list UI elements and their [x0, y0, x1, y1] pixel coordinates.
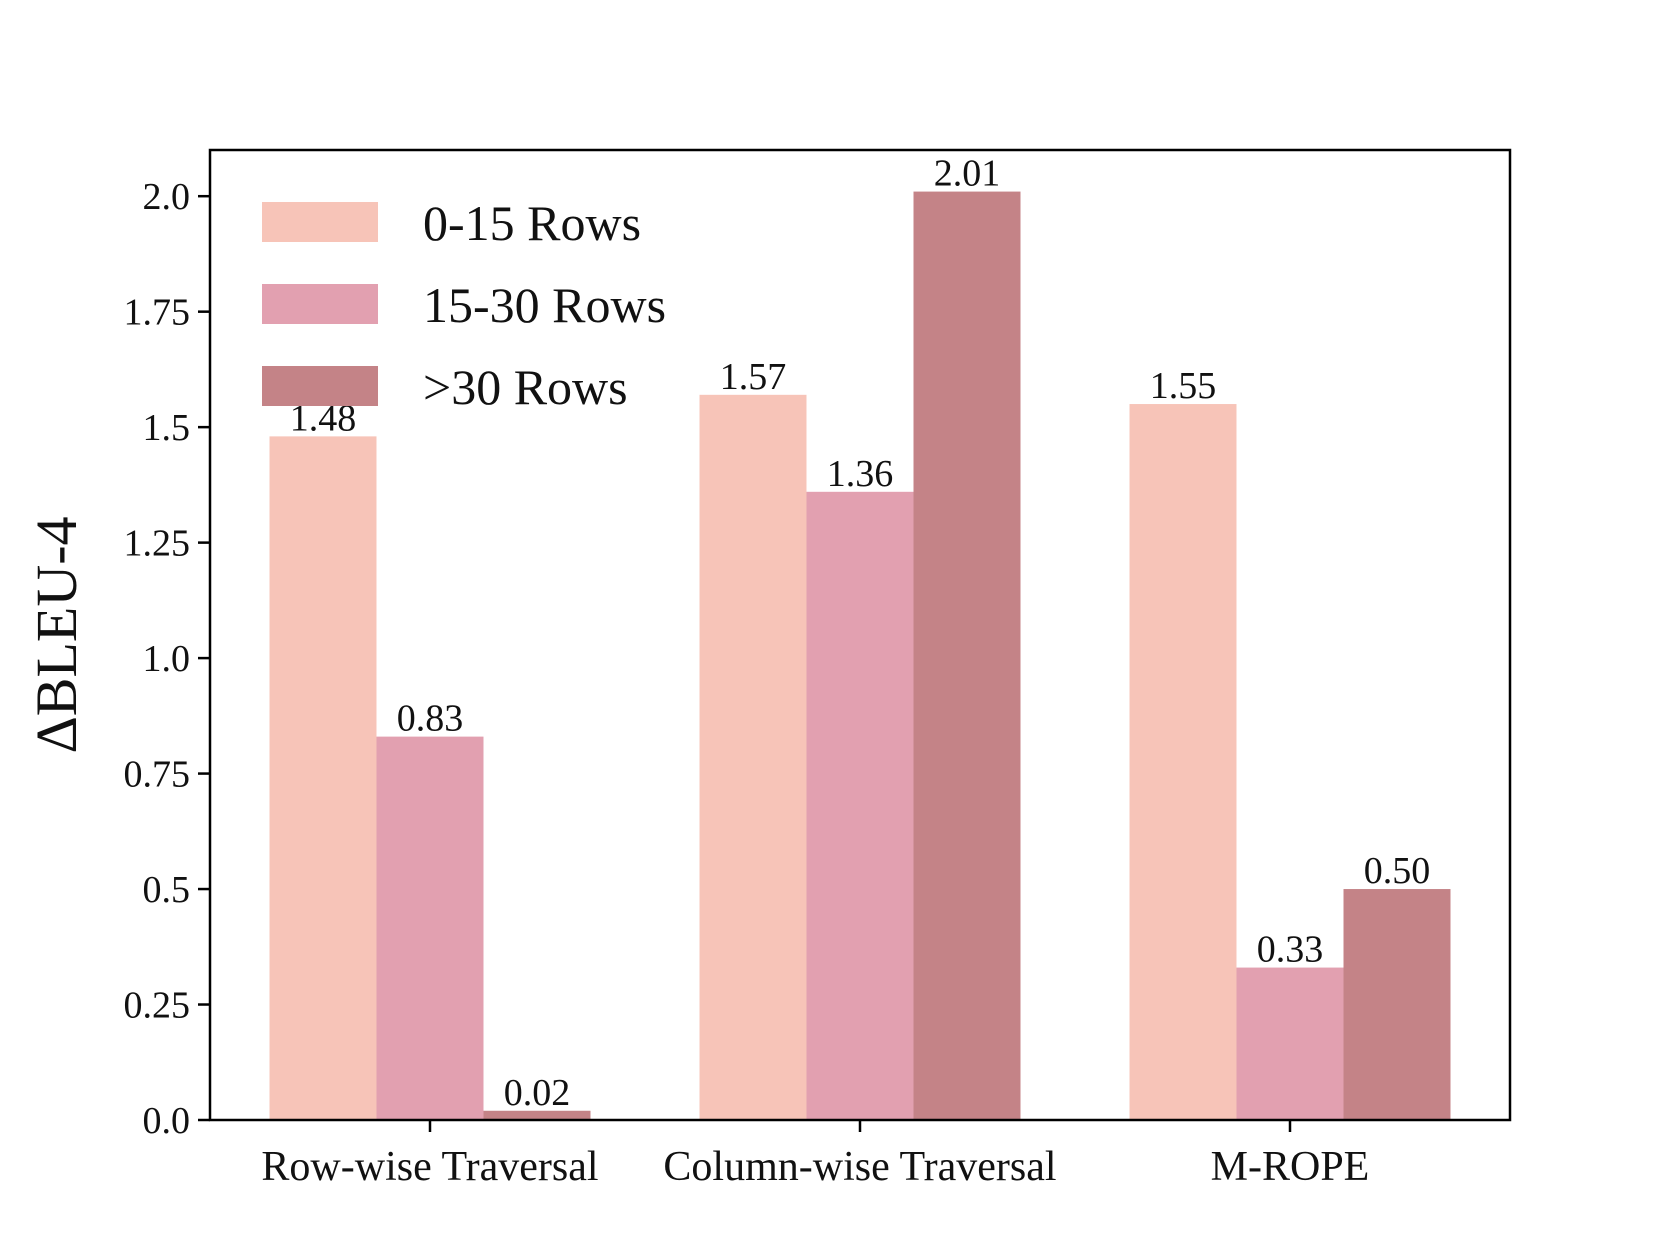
bar-2-2	[806, 491, 914, 1120]
legend-label-2: 15-30 Rows	[423, 277, 666, 333]
y-tick-label-9: 2.0	[143, 176, 191, 218]
data-label-1-3: 1.55	[1150, 365, 1217, 407]
bar-3-3	[1343, 889, 1451, 1120]
data-label-2-1: 0.83	[397, 698, 464, 740]
y-tick-label-5: 1.0	[143, 638, 191, 680]
bar-1-1	[269, 436, 377, 1120]
legend-label-1: 0-15 Rows	[423, 195, 641, 251]
y-axis: 0.0 0.25 0.5 0.75 1.0 1.25 1.5 1.75 2.0	[124, 176, 210, 1142]
x-axis: Row-wise Traversal Column-wise Traversal M…	[261, 1120, 1369, 1190]
data-label-3-2: 2.01	[934, 153, 1001, 195]
y-tick-label-1: 0.0	[143, 1100, 191, 1142]
y-tick-label-6: 1.25	[124, 523, 191, 565]
data-label-2-3: 0.33	[1257, 929, 1324, 971]
legend-swatch-1	[262, 202, 378, 242]
y-tick-label-8: 1.75	[124, 292, 191, 334]
legend-swatch-3	[262, 366, 378, 406]
bar-2-3	[1236, 967, 1344, 1120]
bar-3-2	[913, 191, 1021, 1121]
bar-2-1	[376, 736, 484, 1120]
y-tick-label-4: 0.75	[124, 754, 191, 796]
data-label-2-2: 1.36	[827, 453, 894, 495]
bar-3-1	[483, 1110, 591, 1120]
data-label-3-3: 0.50	[1364, 850, 1431, 892]
legend: 0-15 Rows 15-30 Rows >30 Rows	[262, 195, 666, 415]
bars-layer	[269, 191, 1451, 1121]
data-label-3-1: 0.02	[504, 1072, 571, 1114]
y-tick-label-2: 0.25	[124, 985, 191, 1027]
legend-label-3: >30 Rows	[423, 359, 628, 415]
x-tick-label-3: M-ROPE	[1211, 1144, 1370, 1190]
x-tick-label-2: Column-wise Traversal	[663, 1144, 1056, 1190]
x-tick-label-1: Row-wise Traversal	[261, 1144, 598, 1190]
bar-1-3	[1129, 404, 1237, 1120]
y-tick-label-3: 0.5	[143, 869, 191, 911]
legend-swatch-2	[262, 284, 378, 324]
data-label-1-2: 1.57	[720, 356, 787, 398]
bar-1-2	[699, 394, 807, 1120]
y-tick-label-7: 1.5	[143, 407, 191, 449]
y-axis-title: ΔBLEU-4	[24, 516, 89, 753]
